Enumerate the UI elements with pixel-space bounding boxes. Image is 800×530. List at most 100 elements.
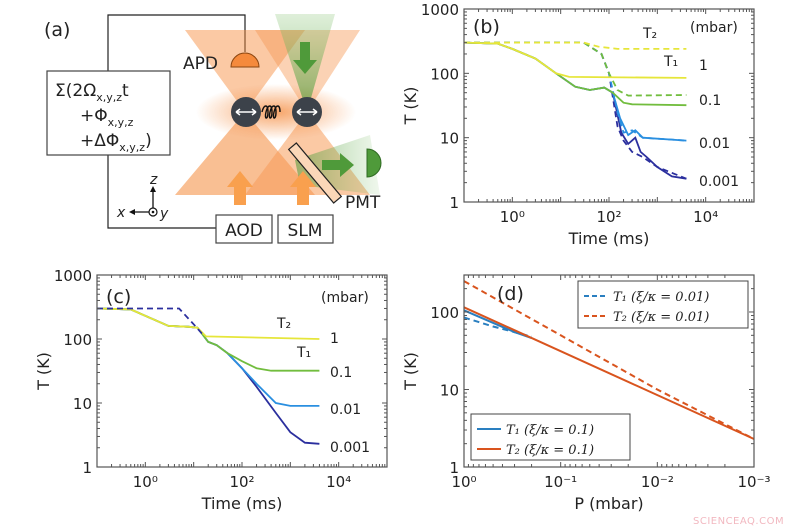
y-axis-label: T (K) <box>401 352 420 391</box>
y-tick-label: 1 <box>449 459 459 477</box>
formula-line-1: Σ(2Ωx,y,zt <box>55 81 129 104</box>
chart-panel-d: 1 10 100 10⁰ 10⁻¹ 10⁻² 10⁻³ P (mbar) T (K) (d) T₁ … <box>401 274 771 513</box>
x-tick-label: 10⁰ <box>451 473 476 491</box>
series-line-t2-0_1 <box>464 41 687 97</box>
x-tick-label: 10⁴ <box>693 208 718 226</box>
annotation-p2: 0.1 <box>699 93 721 109</box>
y-tick-label: 100 <box>63 331 92 349</box>
y-tick-label: 1 <box>449 194 459 212</box>
x-axis-label: Time (ms) <box>568 229 650 248</box>
y-axis-label: T (K) <box>34 352 53 391</box>
y-tick-label: 1000 <box>421 1 459 19</box>
axis-x-label: x <box>116 205 126 221</box>
watermark: SCIENCEAQ.COM <box>693 516 784 527</box>
y-tick-label: 1 <box>82 459 92 477</box>
y-tick-label: 100 <box>430 65 459 83</box>
annotation-t1: T₁ <box>296 345 311 361</box>
series-line-t1-1 <box>463 41 687 79</box>
dichroic-mirror <box>287 142 343 204</box>
legend-entry: T₁ (ξ/κ = 0.1) <box>506 423 594 438</box>
series-line-d3 <box>463 306 755 440</box>
apd-label: APD <box>183 54 218 74</box>
y-tick-label: 10 <box>440 130 459 148</box>
wire-to-aod <box>107 155 216 229</box>
plot-frame <box>463 274 755 468</box>
oscillation-arrow-icon <box>296 108 318 116</box>
series-group <box>463 280 755 440</box>
y-tick-label: 10 <box>73 395 92 413</box>
spring-icon <box>261 105 281 119</box>
formula-line-3: +ΔΦx,y,z) <box>80 131 152 154</box>
annotation-p1: 1 <box>330 331 339 347</box>
series-line-t2-1 <box>464 41 687 50</box>
legend-box <box>470 413 631 461</box>
annotation-unit: (mbar) <box>321 290 369 306</box>
formula-line-2: +Φx,y,z <box>80 106 134 129</box>
pmt-label: PMT <box>345 193 381 213</box>
chart-panel-b: 1 10 100 1000 10⁰ 10² 10⁴ Time (ms) T (K) (b) (mba… <box>401 1 755 248</box>
x-axis-label: P (mbar) <box>574 494 643 513</box>
aod-label: AOD <box>225 221 263 241</box>
x-tick-label: 10² <box>596 208 621 226</box>
series-group <box>463 41 687 180</box>
probe-arrow-icon <box>293 42 317 74</box>
formula-main: Σ(2Ω <box>55 81 96 101</box>
panel-label-d: (d) <box>497 283 524 305</box>
annotation-p3: 0.01 <box>699 136 730 152</box>
series-line-t2-0_001 <box>464 41 687 180</box>
x-tick-label: 10⁻² <box>641 473 674 491</box>
wire-to-apd <box>107 14 246 71</box>
annotation-unit: (mbar) <box>690 20 738 36</box>
annotation-t1: T₁ <box>663 54 678 70</box>
setup-diagram: (a) APD <box>44 14 382 244</box>
axis-z-label: z <box>149 172 158 188</box>
series-line-t1-0_001 <box>463 41 687 180</box>
formula-subscript: x,y,z <box>119 141 145 154</box>
legend-bottom: T₁ (ξ/κ = 0.1) T₂ (ξ/κ = 0.1) <box>470 413 631 461</box>
y-tick-label: 100 <box>430 304 459 322</box>
slm-label: SLM <box>288 221 323 241</box>
trap-arrow-icon <box>227 171 253 205</box>
trap-arrow-icon <box>290 171 316 205</box>
x-tick-label: 10⁰ <box>500 208 525 226</box>
formula-subscript: x,y,z <box>108 116 134 129</box>
formula-tail: ) <box>145 131 152 151</box>
annotation-p3: 0.01 <box>330 402 361 418</box>
aod-box <box>215 214 273 244</box>
legend-entry: T₂ (ξ/κ = 0.1) <box>506 443 594 458</box>
x-tick-label: 10⁻³ <box>737 473 770 491</box>
legend-top: T₁ (ξ/κ = 0.01) T₂ (ξ/κ = 0.01) <box>577 280 749 329</box>
x-tick-label: 10² <box>229 473 254 491</box>
annotation-p2: 0.1 <box>330 365 352 381</box>
phase-formula-box <box>46 70 171 156</box>
series-line-d1 <box>463 280 755 440</box>
legend-entry: T₂ (ξ/κ = 0.01) <box>613 310 709 325</box>
legend-box <box>577 280 749 329</box>
x-tick-label: 10⁻¹ <box>544 473 577 491</box>
particle-pair <box>231 97 322 127</box>
slm-box <box>277 214 334 244</box>
series-line-t2-all <box>97 307 203 335</box>
panel-label-c: (c) <box>106 286 131 308</box>
x-tick-label: 10⁰ <box>133 473 158 491</box>
axis-y-label: y <box>159 206 169 222</box>
annotation-p1: 1 <box>699 58 708 74</box>
series-group <box>96 307 320 445</box>
coordinate-axes-icon: z x y <box>116 172 169 222</box>
signal-arrow-icon <box>322 153 354 177</box>
chart-panel-c: 1 10 100 1000 10⁰ 10² 10⁴ Time (ms) T (K) (c) (mba… <box>34 267 388 513</box>
series-line-t1-0_1 <box>463 41 687 107</box>
oscillation-arrow-icon <box>235 108 257 116</box>
series-line-t1-1 <box>96 307 320 340</box>
annotation-t2: T₂ <box>276 316 291 332</box>
annotation-p4: 0.001 <box>699 174 739 190</box>
panel-label-b: (b) <box>473 16 500 38</box>
formula-main: +Φ <box>80 106 108 126</box>
annotation-t2: T₂ <box>642 26 657 42</box>
series-line-t2-0_01 <box>464 41 687 142</box>
series-line-t1-0_01 <box>463 41 687 142</box>
panel-label-a: (a) <box>44 19 70 41</box>
legend-entry: T₁ (ξ/κ = 0.01) <box>613 290 709 305</box>
